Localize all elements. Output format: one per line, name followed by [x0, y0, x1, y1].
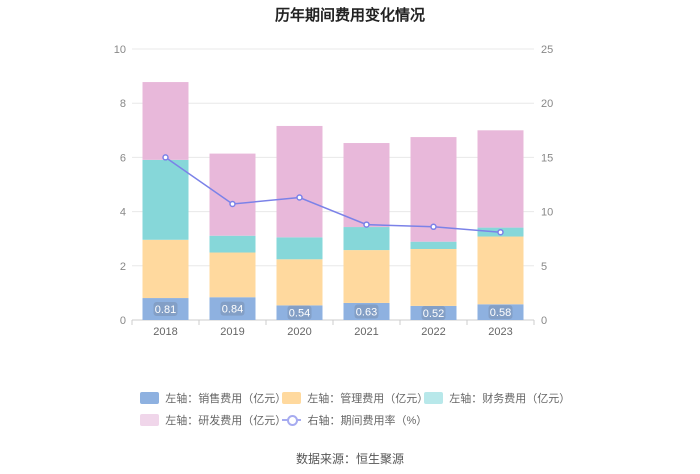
- right-axis-tick-label: 0: [541, 315, 547, 327]
- bar-segment-finance: [276, 237, 323, 260]
- legend-item-expense-rate[interactable]: 右轴：期间费用率（%）: [282, 412, 428, 428]
- bar-segment-finance: [410, 241, 457, 249]
- x-axis-tick-label: 2021: [354, 326, 378, 338]
- legend-label-expense-rate: 右轴：期间费用率（%）: [307, 415, 428, 427]
- data-label-bg: [153, 302, 178, 317]
- x-axis-tick-label: 2018: [153, 326, 177, 338]
- expense-rate-point: [430, 223, 437, 231]
- legend-swatch-admin: [282, 392, 302, 404]
- data-label: 0.81: [155, 304, 176, 316]
- chart-legend: 左轴：销售费用（亿元） 左轴：管理费用（亿元） 左轴：财务费用（亿元） 左轴：研…: [140, 387, 580, 431]
- right-axis-tick-label: 5: [541, 261, 547, 273]
- x-axis-tick-label: 2022: [421, 326, 445, 338]
- bar-segment-admin: [477, 236, 524, 305]
- data-label: 0.58: [490, 307, 511, 319]
- left-axis-tick-label: 4: [120, 207, 126, 219]
- data-label-bg: [421, 305, 446, 320]
- data-label: 0.63: [356, 306, 377, 318]
- right-axis-tick-label: 20: [541, 98, 553, 110]
- bar-segment-rd: [209, 153, 256, 236]
- left-axis-tick-label: 10: [114, 44, 126, 56]
- x-axis-tick-label: 2019: [220, 326, 244, 338]
- data-label: 0.52: [423, 308, 444, 320]
- bar-segment-admin: [276, 259, 323, 306]
- legend-label-sales: 左轴：销售费用（亿元）: [165, 393, 287, 405]
- expense-rate-point: [296, 194, 303, 201]
- bar-segment-admin: [410, 248, 457, 306]
- expense-rate-line: [165, 156, 501, 233]
- left-axis-tick-label: 8: [120, 98, 126, 110]
- data-label-bg: [287, 305, 312, 320]
- right-axis-tick-label: 10: [541, 207, 553, 219]
- data-label-bg: [488, 305, 513, 320]
- bar-segment-finance: [209, 235, 256, 253]
- bar-segment-rd: [276, 125, 323, 238]
- expense-rate-point: [363, 221, 370, 228]
- legend-item-rd[interactable]: 左轴：研发费用（亿元）: [140, 412, 287, 428]
- left-axis-tick-label: 6: [120, 152, 126, 164]
- legend-swatch-sales: [140, 392, 160, 404]
- right-axis-tick-label: 15: [541, 152, 553, 164]
- data-label: 0.84: [222, 304, 243, 316]
- bar-segment-rd: [343, 143, 390, 228]
- bar-segment-admin: [343, 250, 390, 303]
- data-label: 0.54: [289, 308, 310, 320]
- legend-swatch-rd: [140, 414, 160, 426]
- legend-swatch-finance: [424, 392, 444, 404]
- bar-segment-finance: [343, 227, 390, 251]
- data-label-bg: [354, 304, 379, 319]
- legend-line-icon: [282, 414, 302, 426]
- legend-label-finance: 左轴：财务费用（亿元）: [449, 393, 571, 405]
- x-axis-tick-label: 2023: [488, 326, 512, 338]
- legend-item-admin[interactable]: 左轴：管理费用（亿元）: [282, 390, 429, 406]
- bar-segment-admin: [142, 239, 189, 299]
- data-source: 数据来源：恒生聚源: [295, 452, 404, 466]
- legend-item-finance[interactable]: 左轴：财务费用（亿元）: [424, 390, 571, 406]
- chart-title: 历年期间费用变化情况: [274, 7, 425, 24]
- legend-item-sales[interactable]: 左轴：销售费用（亿元）: [140, 390, 287, 406]
- right-axis-tick-label: 25: [541, 44, 553, 56]
- x-axis-tick-label: 2020: [287, 326, 311, 338]
- bar-segment-rd: [477, 130, 524, 228]
- left-axis-tick-label: 2: [120, 261, 126, 273]
- data-label-bg: [220, 301, 245, 316]
- expense-rate-point: [229, 200, 236, 208]
- expense-rate-point: [497, 228, 504, 236]
- expense-rate-point: [162, 154, 169, 161]
- bar-segment-rd: [142, 82, 189, 160]
- legend-label-rd: 左轴：研发费用（亿元）: [165, 415, 287, 427]
- legend-label-admin: 左轴：管理费用（亿元）: [307, 393, 429, 405]
- bar-segment-admin: [209, 252, 256, 298]
- left-axis-tick-label: 0: [120, 315, 126, 327]
- bar-segment-finance: [142, 159, 189, 240]
